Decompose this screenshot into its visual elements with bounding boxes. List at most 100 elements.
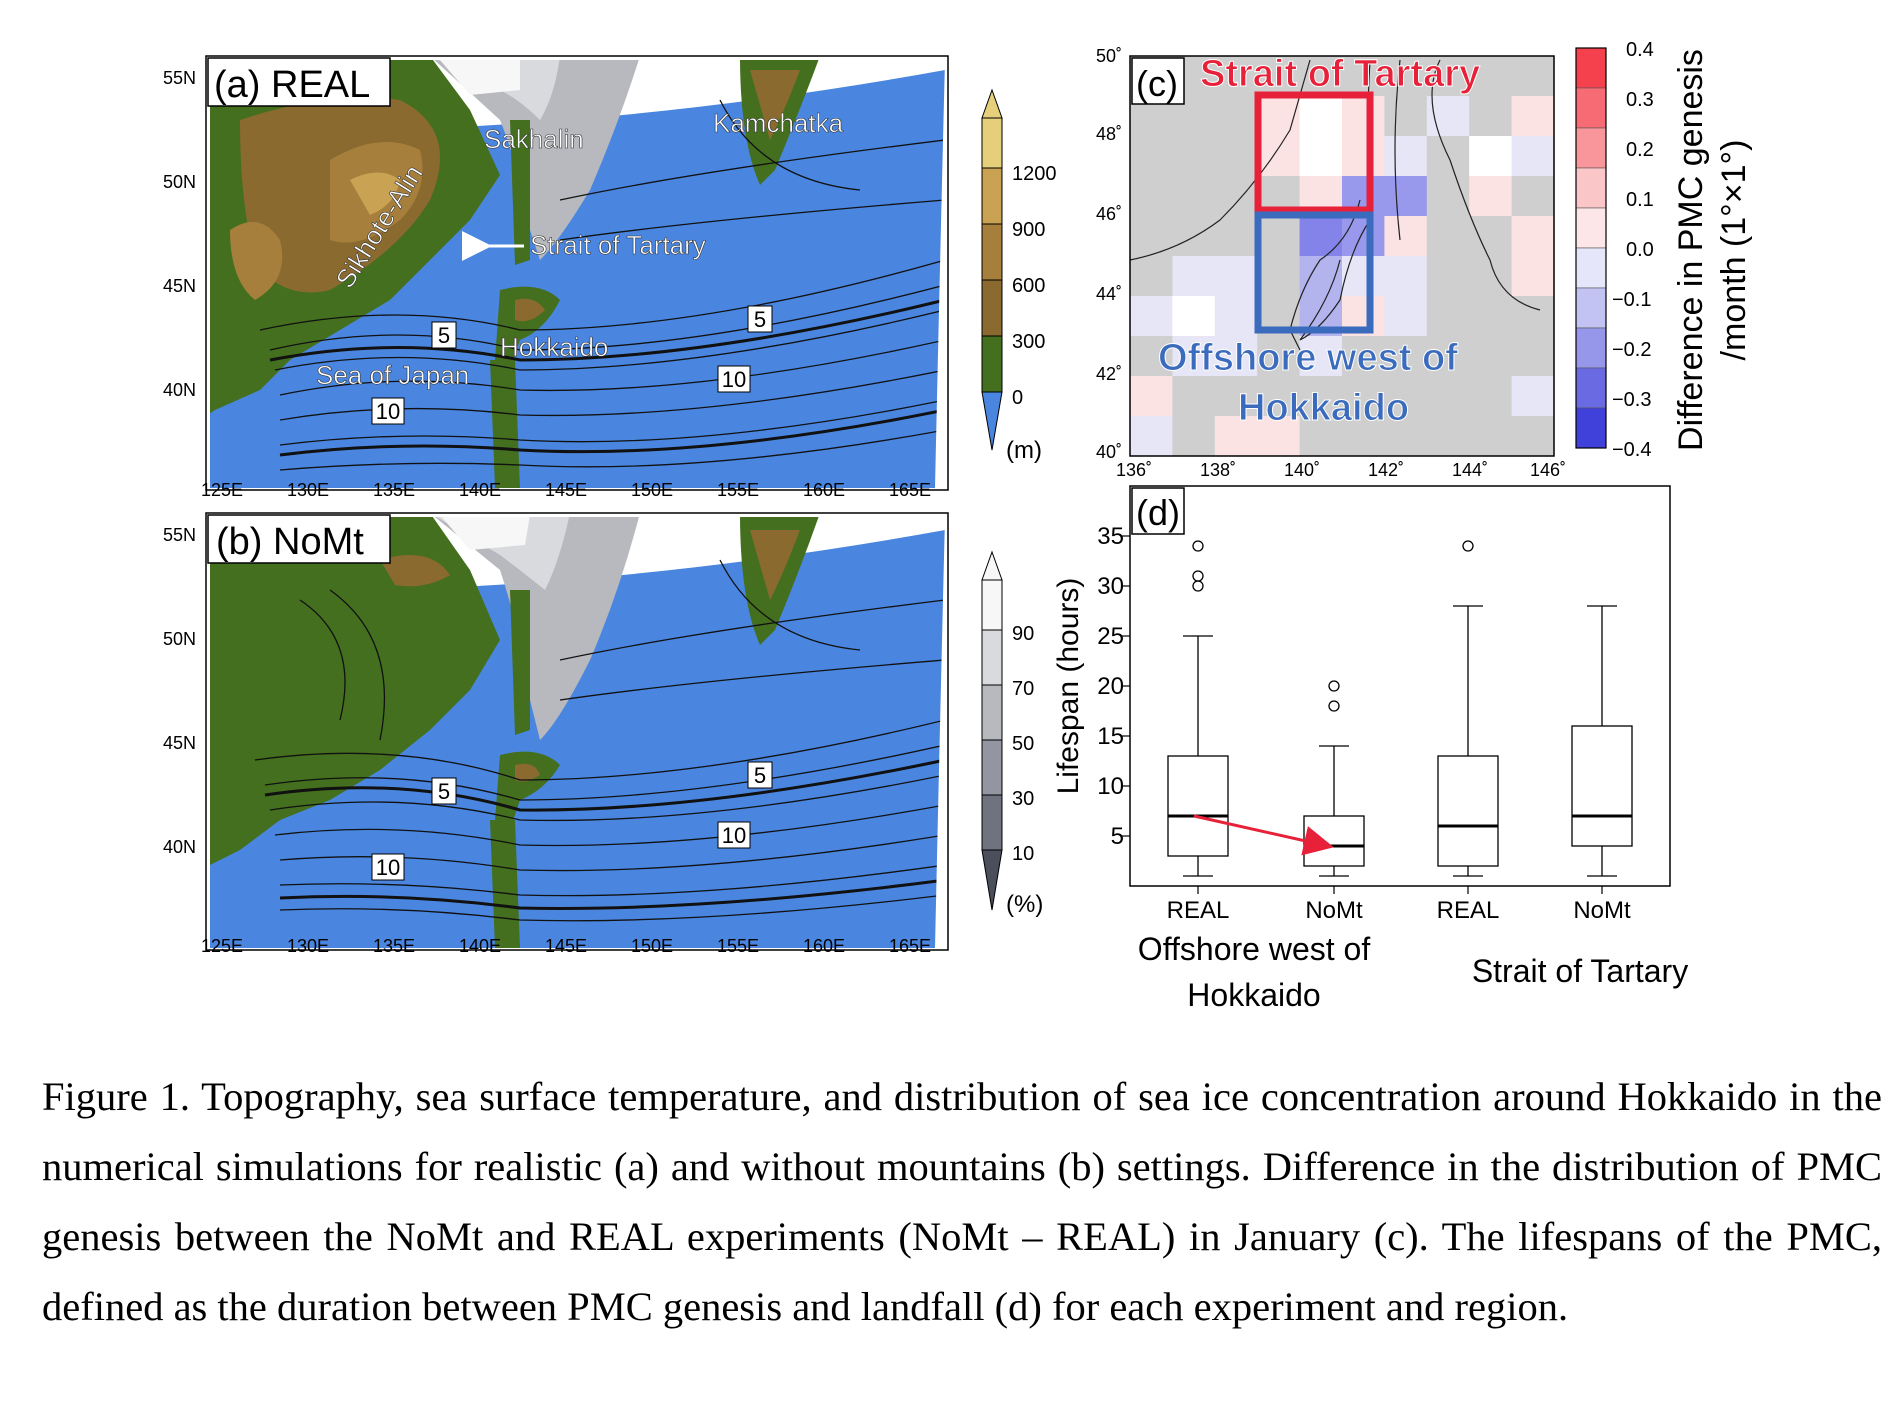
genesis-grid-cell — [1299, 56, 1343, 97]
lon-tick: 130E — [287, 936, 329, 956]
x-category-label: NoMt — [1305, 897, 1363, 924]
panel-a-axes: 55N 50N 45N 40N 125E 130E 135E 140E 145E… — [163, 68, 931, 500]
genesis-grid-cell — [1384, 216, 1428, 257]
strait-box-label: Strait of Tartary — [1200, 53, 1480, 95]
box — [1303, 815, 1365, 867]
group-label: Offshore west of — [1138, 931, 1371, 967]
lon-tick: 155E — [717, 936, 759, 956]
genesis-grid-cell — [1172, 376, 1216, 417]
panel-d-boxplot: (d) 35 30 25 20 15 10 5 Lifespan (hours)… — [1052, 485, 1688, 1013]
genesis-grid-cell — [1172, 176, 1216, 217]
genesis-grid-cell — [1426, 416, 1470, 457]
offshore-box — [1254, 211, 1374, 334]
panel-d-label: (d) — [1136, 492, 1180, 533]
colorbar-label: /month (1°×1°) — [1715, 140, 1753, 361]
panel-a-label: (a) REAL — [214, 64, 370, 106]
genesis-grid-cell — [1426, 256, 1470, 297]
colorbar-swatch — [1575, 127, 1607, 169]
lon-tick: 150E — [631, 936, 673, 956]
genesis-grid-cell — [1130, 136, 1173, 177]
lon-tick: 145E — [545, 480, 587, 500]
genesis-grid-cell — [1511, 296, 1555, 337]
figure-1: Sakhalin Kamchatka Sikhote-Alin Strait o… — [163, 39, 1753, 1013]
offshore-box-label-2: Hokkaido — [1238, 387, 1409, 429]
genesis-grid-cell — [1130, 256, 1173, 297]
genesis-grid-cell — [1257, 416, 1301, 457]
genesis-grid-cell — [1257, 336, 1301, 377]
lat-tick: 46˚ — [1096, 204, 1122, 224]
y-tick: 35 — [1097, 523, 1124, 550]
colorbar-label: Difference in PMC genesis — [1672, 49, 1710, 451]
genesis-grid-cell — [1257, 56, 1301, 97]
genesis-grid-cell — [1130, 376, 1173, 417]
genesis-grid-cell — [1342, 416, 1385, 457]
contour-label: 10 — [722, 367, 746, 392]
colorbar-tick: 0.1 — [1626, 189, 1654, 211]
genesis-grid-cell — [1511, 136, 1555, 177]
y-tick: 30 — [1097, 573, 1124, 600]
lon-tick: 142˚ — [1368, 460, 1404, 480]
genesis-grid-cell — [1384, 336, 1428, 377]
lon-tick: 140E — [459, 480, 501, 500]
outlier-point — [1328, 700, 1340, 712]
genesis-grid-cell — [1214, 336, 1258, 377]
colorbar-tick: 0.4 — [1626, 39, 1654, 61]
y-tick: 20 — [1097, 673, 1124, 700]
colorbar-tick: 70 — [1012, 678, 1034, 700]
genesis-grid-cell — [1384, 296, 1428, 337]
lon-tick: 140˚ — [1284, 460, 1320, 480]
genesis-colorbar: 0.4 0.3 0.2 0.1 0.0 −0.1 −0.2 −0.3 −0.4 … — [1575, 39, 1753, 461]
genesis-grid-cell — [1299, 376, 1343, 417]
box — [1437, 755, 1499, 867]
panel-c-map: Strait of Tartary Offshore west of Hokka… — [1129, 53, 1555, 457]
panel-c-axes: 50˚ 48˚ 46˚ 44˚ 42˚ 40˚ 136˚ 138˚ 140˚ 1… — [1096, 46, 1566, 480]
colorbar-tick: 50 — [1012, 733, 1034, 755]
contour-label: 5 — [438, 323, 450, 348]
genesis-grid-cell — [1257, 256, 1301, 297]
y-tick: 5 — [1111, 823, 1124, 850]
genesis-grid-cell — [1257, 96, 1301, 137]
genesis-grid-cell — [1214, 376, 1258, 417]
genesis-grid-cell — [1130, 296, 1173, 337]
lat-tick: 40N — [163, 380, 196, 400]
genesis-grid-cell — [1469, 176, 1513, 217]
genesis-grid-cell — [1426, 336, 1470, 377]
lat-tick: 40N — [163, 837, 196, 857]
sea-ice-colorbar: 90 70 50 30 10 (%) — [981, 550, 1043, 918]
outlier-point — [1462, 540, 1474, 552]
genesis-grid-cell — [1469, 56, 1513, 97]
lon-tick: 155E — [717, 480, 759, 500]
genesis-grid-cell — [1342, 136, 1385, 177]
genesis-grid-cell — [1511, 176, 1555, 217]
lon-tick: 135E — [373, 936, 415, 956]
genesis-grid-cell — [1384, 376, 1428, 417]
median-change-arrow — [1193, 814, 1334, 856]
panel-b-label: (b) NoMt — [216, 521, 364, 563]
colorbar-swatch — [1575, 87, 1607, 129]
box — [1571, 725, 1633, 847]
genesis-grid-cell — [1469, 96, 1513, 137]
genesis-grid-cell — [1299, 136, 1343, 177]
colorbar-tick: 300 — [1012, 331, 1045, 353]
genesis-grid-cell — [1130, 416, 1173, 457]
genesis-grid-cell — [1130, 216, 1173, 257]
genesis-grid-cell — [1214, 296, 1258, 337]
x-category-label: NoMt — [1573, 897, 1631, 924]
colorbar-tick: 0.3 — [1626, 89, 1654, 111]
lon-tick: 165E — [889, 936, 931, 956]
lon-tick: 140E — [459, 936, 501, 956]
label-hokkaido: Hokkaido — [500, 332, 608, 362]
genesis-grid-cell — [1384, 176, 1428, 217]
contour-label: 10 — [722, 823, 746, 848]
genesis-grid-cell — [1426, 376, 1470, 417]
panel-a-map: Sakhalin Kamchatka Sikhote-Alin Strait o… — [205, 55, 949, 491]
offshore-box-label-1: Offshore west of — [1158, 337, 1458, 379]
genesis-grid-cell — [1214, 136, 1258, 177]
genesis-grid-cell — [1511, 336, 1555, 377]
contour-label: 10 — [376, 399, 400, 424]
genesis-grid-cell — [1384, 56, 1428, 97]
colorbar-frame — [1575, 47, 1607, 449]
panel-b-axes: 55N 50N 45N 40N 125E 130E 135E 140E 145E… — [163, 525, 931, 956]
genesis-grid-cell — [1299, 336, 1343, 377]
outlier-point — [1192, 540, 1204, 552]
